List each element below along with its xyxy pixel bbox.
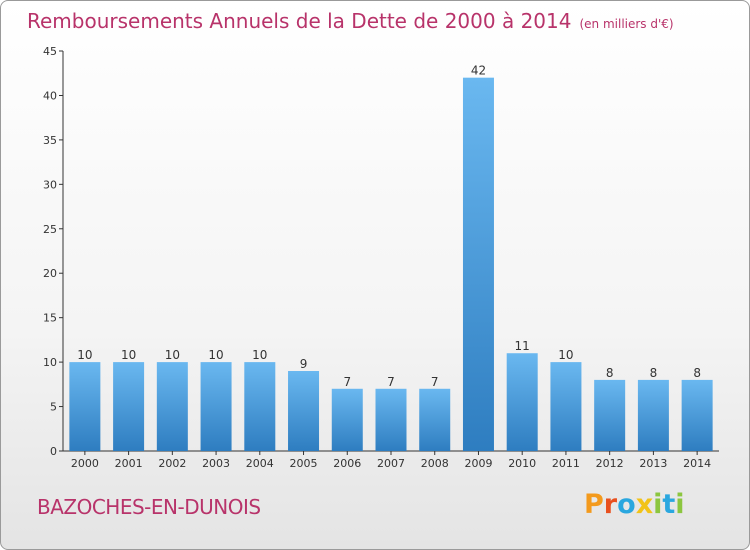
bar <box>288 371 320 451</box>
y-tick-label: 35 <box>43 134 57 147</box>
logo-letter: i <box>675 489 685 520</box>
data-label: 10 <box>165 348 180 362</box>
y-tick-label: 45 <box>43 45 57 58</box>
bar <box>156 362 188 451</box>
x-tick-label: 2007 <box>377 457 405 470</box>
data-label: 7 <box>343 375 351 389</box>
y-tick-label: 10 <box>43 356 57 369</box>
y-tick-label: 15 <box>43 312 57 325</box>
bar <box>244 362 276 451</box>
bar <box>200 362 232 451</box>
x-tick-label: 2000 <box>71 457 99 470</box>
x-tick-label: 2009 <box>464 457 492 470</box>
chart-title-text: Remboursements Annuels de la Dette de 20… <box>27 9 572 33</box>
data-label: 7 <box>387 375 395 389</box>
x-tick-label: 2004 <box>246 457 274 470</box>
y-tick-label: 5 <box>50 401 57 414</box>
y-tick-label: 20 <box>43 267 57 280</box>
bar <box>594 379 626 451</box>
y-tick-label: 40 <box>43 89 57 102</box>
data-label: 8 <box>650 366 658 380</box>
logo-letter: r <box>603 489 618 520</box>
x-tick-label: 2005 <box>290 457 318 470</box>
x-tick-label: 2013 <box>639 457 667 470</box>
bar <box>419 388 451 451</box>
chart-title: Remboursements Annuels de la Dette de 20… <box>27 9 674 33</box>
x-tick-label: 2003 <box>202 457 230 470</box>
data-label: 9 <box>300 357 308 371</box>
x-tick-label: 2010 <box>508 457 536 470</box>
data-label: 10 <box>77 348 92 362</box>
data-label: 8 <box>606 366 614 380</box>
data-label: 10 <box>252 348 267 362</box>
data-label: 42 <box>471 64 486 78</box>
bar <box>637 379 669 451</box>
logo-letter: t <box>662 489 676 520</box>
x-tick-label: 2014 <box>683 457 711 470</box>
bar <box>375 388 407 451</box>
x-tick-label: 2006 <box>333 457 361 470</box>
x-tick-label: 2011 <box>552 457 580 470</box>
logo-letter: P <box>584 489 604 520</box>
logo-letter: o <box>617 489 636 520</box>
chart-unit: (en milliers d'€) <box>579 17 674 31</box>
commune-name: BAZOCHES-EN-DUNOIS <box>37 495 261 519</box>
bar <box>550 362 582 451</box>
y-tick-label: 25 <box>43 223 57 236</box>
data-label: 7 <box>431 375 439 389</box>
bar <box>506 353 538 451</box>
logo-letter: x <box>635 489 654 520</box>
bar <box>69 362 101 451</box>
data-label: 11 <box>515 339 530 353</box>
proxiti-logo: Proxiti <box>584 489 685 520</box>
data-label: 10 <box>208 348 223 362</box>
x-tick-label: 2001 <box>115 457 143 470</box>
bar <box>681 379 713 451</box>
data-label: 10 <box>121 348 136 362</box>
x-tick-label: 2002 <box>158 457 186 470</box>
x-tick-label: 2012 <box>596 457 624 470</box>
data-label: 8 <box>693 366 701 380</box>
bar <box>113 362 145 451</box>
bar <box>331 388 363 451</box>
logo-letter: i <box>653 489 663 520</box>
y-tick-label: 30 <box>43 178 57 191</box>
y-tick-label: 0 <box>50 445 57 458</box>
x-tick-label: 2008 <box>421 457 449 470</box>
bar <box>462 77 494 452</box>
data-label: 10 <box>558 348 573 362</box>
